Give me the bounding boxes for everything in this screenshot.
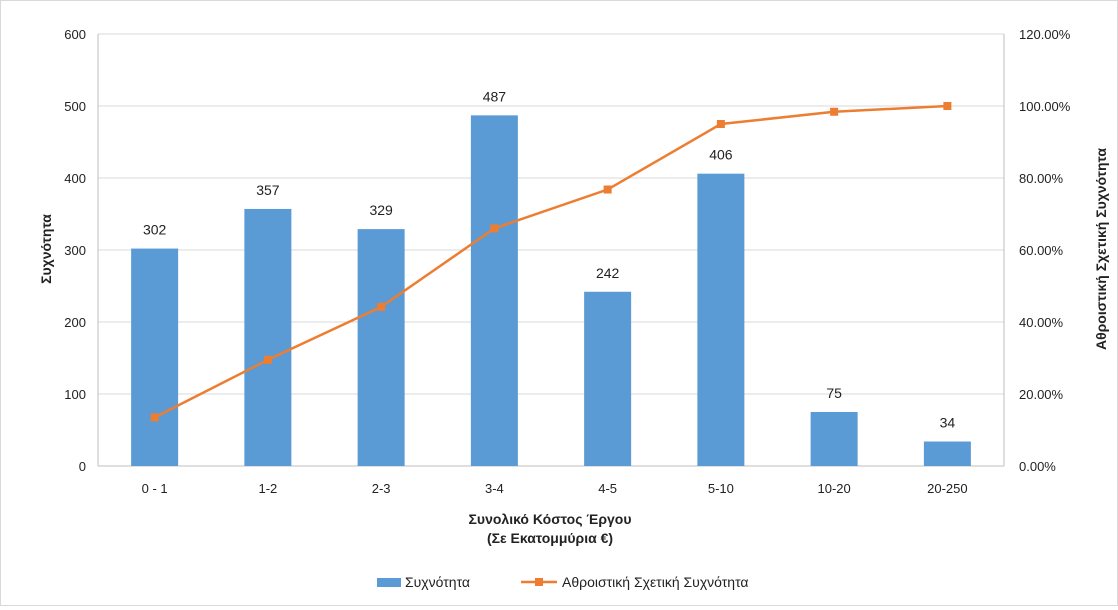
bar — [923, 441, 971, 466]
legend-label-bars: Συχνότητα — [405, 574, 470, 590]
line-marker — [263, 355, 272, 364]
bar-data-label: 406 — [709, 147, 733, 163]
cumulative-line — [154, 104, 948, 419]
y-tick-label: 200 — [64, 315, 86, 330]
bar — [470, 115, 518, 467]
y-tick-label: 100 — [64, 387, 86, 402]
y2-axis-title: Αθροιστική Σχετική Συχνότητα — [1093, 148, 1109, 350]
legend-label-line: Αθροιστική Σχετική Συχνότητα — [562, 574, 749, 590]
bar — [357, 229, 405, 466]
x-axis-ticks: 0 - 1 1-2 2-3 3-4 4-5 5-10 10-20 20-250 — [142, 481, 968, 496]
line-marker — [943, 102, 952, 110]
line-marker — [150, 413, 159, 422]
y-tick-label: 500 — [64, 99, 86, 114]
y-tick-label: 600 — [64, 27, 86, 42]
x-tick-label: 20-250 — [927, 481, 967, 496]
bar-data-label: 357 — [256, 182, 280, 198]
legend: Συχνότητα Αθροιστική Σχετική Συχνότητα — [377, 574, 749, 590]
legend-swatch-marker — [535, 578, 543, 586]
y-tick-label: 400 — [64, 171, 86, 186]
x-tick-label: 0 - 1 — [142, 481, 168, 496]
y-axis-title: Συχνότητα — [38, 214, 54, 284]
line-marker — [830, 107, 839, 116]
y-tick-label: 300 — [64, 243, 86, 258]
bar — [244, 208, 292, 466]
line-marker — [603, 185, 612, 194]
bar-series — [131, 115, 971, 467]
y2-tick-label: 100.00% — [1019, 99, 1071, 114]
x-axis-title-line-2: (Σε Εκατομμύρια €) — [487, 530, 613, 546]
x-tick-label: 2-3 — [372, 481, 391, 496]
y-tick-label: 0 — [79, 459, 86, 474]
line-series — [150, 102, 952, 422]
bar-data-label: 34 — [940, 415, 956, 431]
line-marker — [716, 120, 725, 128]
bar-data-label: 75 — [826, 385, 842, 401]
bar — [697, 173, 745, 466]
bar-data-label: 302 — [143, 222, 167, 238]
y2-tick-label: 20.00% — [1019, 387, 1064, 402]
y2-tick-label: 0.00% — [1019, 459, 1056, 474]
legend-swatch-bars — [377, 578, 401, 587]
bar — [131, 248, 179, 466]
right-axis-ticks: 0.00% 20.00% 40.00% 60.00% 80.00% 100.00% 120.… — [1019, 27, 1071, 474]
y2-tick-label: 40.00% — [1019, 315, 1064, 330]
y2-tick-label: 120.00% — [1019, 27, 1071, 42]
bar — [810, 412, 858, 466]
y2-tick-label: 80.00% — [1019, 171, 1064, 186]
x-axis-title-line-1: Συνολικό Κόστος Έργου — [469, 511, 632, 527]
bar-data-label: 242 — [596, 265, 620, 281]
bar-data-label: 329 — [369, 202, 393, 218]
bar-data-label: 487 — [483, 88, 507, 104]
left-axis-ticks: 0 100 200 300 400 500 600 — [64, 27, 86, 474]
line-marker — [490, 224, 499, 233]
x-tick-label: 1-2 — [258, 481, 277, 496]
bar-data-labels: 302 357 329 487 242 406 75 34 — [143, 88, 955, 430]
line-marker — [377, 302, 386, 311]
x-tick-label: 4-5 — [598, 481, 617, 496]
x-tick-label: 3-4 — [485, 481, 504, 496]
bar — [584, 291, 632, 466]
x-tick-label: 10-20 — [818, 481, 851, 496]
x-tick-label: 5-10 — [708, 481, 734, 496]
y2-tick-label: 60.00% — [1019, 243, 1064, 258]
gridlines — [97, 33, 1005, 467]
